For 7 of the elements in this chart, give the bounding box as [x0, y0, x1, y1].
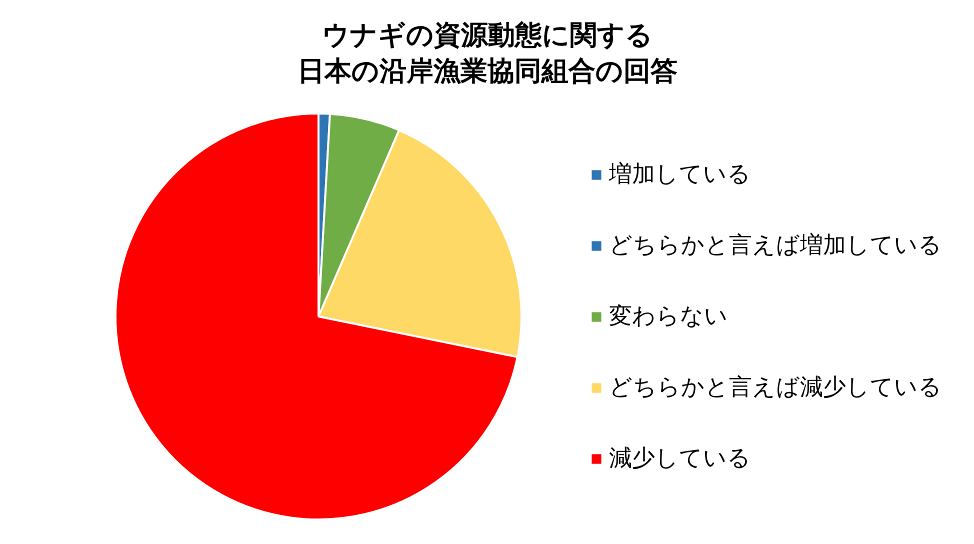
legend-label: 減少している [609, 444, 751, 474]
legend-label: どちらかと言えば減少している [609, 374, 942, 402]
legend-label: どちらかと言えば増加している [609, 232, 942, 260]
chart-subtitle: 日本の沿岸漁業協同組合の回答 [298, 56, 678, 87]
legend-label: 変わらない [609, 302, 728, 332]
chart-title: ウナギの資源動態に関する [322, 20, 653, 51]
legend-label: 増加している [609, 160, 751, 190]
